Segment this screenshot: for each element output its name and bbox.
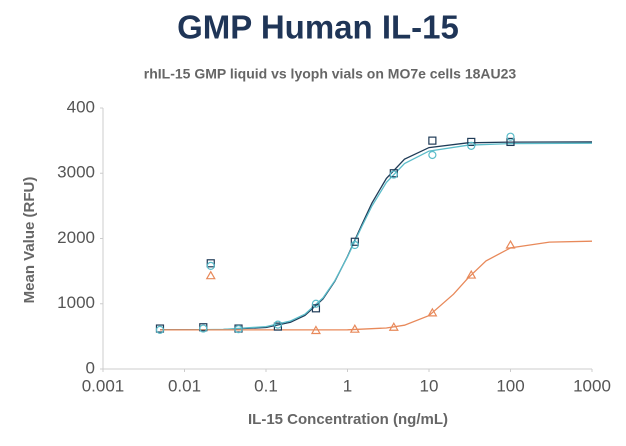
point xyxy=(206,259,215,268)
x-tick-label: 100 xyxy=(496,376,524,395)
y-tick-label: 1000 xyxy=(57,293,95,312)
x-tick-label: 10 xyxy=(420,376,439,395)
point xyxy=(428,136,437,145)
x-tick-label: 0.1 xyxy=(254,376,278,395)
point xyxy=(428,150,437,160)
point xyxy=(505,239,516,249)
chart-subtitle: rhIL-15 GMP liquid vs lyoph vials on MO7… xyxy=(144,66,517,82)
y-tick-label: 2000 xyxy=(57,228,95,247)
point xyxy=(273,320,283,329)
y-tick-label: 3000 xyxy=(57,163,95,182)
point xyxy=(427,307,438,317)
point xyxy=(506,137,515,147)
point xyxy=(199,324,208,333)
point xyxy=(311,299,321,308)
point xyxy=(206,261,215,271)
point xyxy=(349,323,360,333)
x-axis-title: IL-15 Concentration (ng/mL) xyxy=(248,411,448,428)
point xyxy=(234,325,243,334)
fit-curve xyxy=(160,142,593,331)
point xyxy=(350,240,359,250)
fit-curve xyxy=(160,141,593,331)
x-tick-label: 0.01 xyxy=(168,376,201,395)
y-tick-label: 0 xyxy=(86,358,95,377)
point xyxy=(310,325,321,335)
point xyxy=(155,325,165,334)
x-tick-label: 1 xyxy=(343,376,352,395)
point xyxy=(388,322,399,331)
y-tick-label: 400 xyxy=(67,97,95,116)
point xyxy=(311,304,321,313)
point xyxy=(467,137,476,147)
point xyxy=(350,237,359,246)
chart-title: GMP Human IL-15 xyxy=(177,9,459,46)
point xyxy=(205,270,216,280)
x-tick-label: 1000 xyxy=(573,376,611,395)
point xyxy=(506,132,515,141)
point xyxy=(389,170,398,179)
point xyxy=(467,141,476,150)
y-axis-title: Mean Value (RFU) xyxy=(21,177,38,304)
x-tick-label: 0.001 xyxy=(82,376,125,395)
point xyxy=(466,269,477,279)
fit-curve xyxy=(160,240,593,331)
